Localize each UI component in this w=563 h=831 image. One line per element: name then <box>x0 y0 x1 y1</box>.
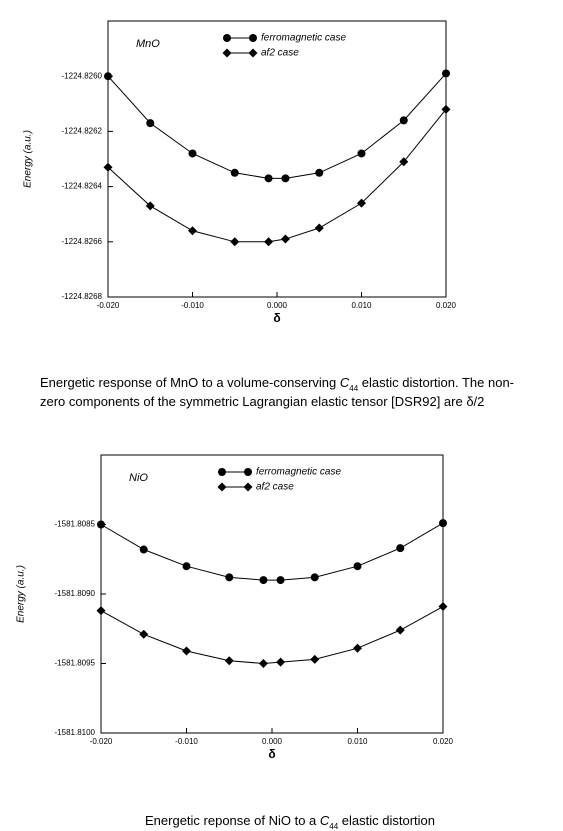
marker-diamond <box>224 656 234 666</box>
y-tick-label: -1224.8260 <box>62 71 103 80</box>
legend-marker <box>222 48 232 58</box>
marker-circle <box>315 168 324 177</box>
plot-frame <box>100 454 444 734</box>
marker-circle <box>104 72 112 81</box>
series-line <box>107 73 447 179</box>
marker-circle <box>225 573 234 582</box>
x-axis-label: δ <box>273 311 280 325</box>
marker-circle <box>439 519 447 528</box>
marker-diamond <box>258 659 268 668</box>
x-tick-label: -0.010 <box>175 737 198 746</box>
marker-circle <box>97 520 105 529</box>
y-tick-label: -1581.8095 <box>55 659 96 668</box>
marker-diamond <box>188 226 197 236</box>
marker-diamond <box>264 237 274 247</box>
marker-diamond <box>280 234 290 244</box>
marker-circle <box>357 149 366 158</box>
legend-label: ferromagnetic case <box>256 467 341 478</box>
caption-part: elastic distortion. The non- <box>358 375 514 390</box>
caption-part: C <box>340 375 350 390</box>
series-line <box>107 109 447 243</box>
legend-label: af2 case <box>261 48 299 59</box>
caption: Energetic response of MnO to a volume-co… <box>40 375 514 392</box>
marker-diamond <box>230 237 240 247</box>
caption-part: 44 <box>349 384 358 393</box>
series-line <box>100 606 444 665</box>
marker-diamond <box>314 223 324 233</box>
legend-marker <box>249 34 257 42</box>
marker-diamond <box>96 606 106 616</box>
caption-part: zero components of the symmetric Lagrang… <box>40 394 484 409</box>
marker-circle <box>310 573 319 582</box>
marker-circle <box>139 545 148 554</box>
caption-part: Energetic reponse of NiO to a <box>145 813 320 828</box>
chart-title: MnO <box>136 38 160 50</box>
chart-title: NiO <box>129 472 148 484</box>
x-tick-label: 0.000 <box>262 737 283 746</box>
legend-marker <box>217 482 227 492</box>
y-tick-label: -1224.8268 <box>62 292 103 301</box>
marker-diamond <box>182 646 191 656</box>
y-axis-label: Energy (a.u.) <box>16 565 27 623</box>
marker-diamond <box>438 602 448 612</box>
x-axis-label: δ <box>268 747 275 761</box>
x-tick-label: 0.000 <box>267 301 288 310</box>
legend-marker <box>243 482 253 492</box>
legend-marker <box>218 468 226 476</box>
marker-circle <box>188 149 197 158</box>
marker-diamond <box>103 162 113 172</box>
x-tick-label: 0.020 <box>436 301 457 310</box>
y-tick-label: -1224.8262 <box>62 127 103 136</box>
caption: Energetic reponse of NiO to a C44 elasti… <box>145 813 435 830</box>
caption-part: C <box>320 813 330 828</box>
marker-circle <box>146 119 155 128</box>
legend-label: ferromagnetic case <box>261 33 346 44</box>
y-tick-label: -1581.8085 <box>55 520 96 529</box>
marker-diamond <box>399 157 409 167</box>
marker-diamond <box>276 657 286 667</box>
marker-diamond <box>395 625 405 635</box>
legend-marker <box>244 468 252 476</box>
marker-circle <box>281 174 290 183</box>
marker-diamond <box>310 654 320 664</box>
legend-marker <box>223 34 231 42</box>
series-line <box>100 522 444 581</box>
x-tick-label: 0.020 <box>433 737 454 746</box>
caption-part: Energetic response of MnO to a volume-co… <box>40 375 340 390</box>
y-axis-label: Energy (a.u.) <box>23 130 34 188</box>
legend-label: af2 case <box>256 482 294 493</box>
marker-diamond <box>139 629 149 639</box>
marker-diamond <box>357 198 366 208</box>
marker-circle <box>264 174 273 183</box>
caption: zero components of the symmetric Lagrang… <box>40 394 484 409</box>
marker-circle <box>396 544 405 553</box>
y-tick-label: -1581.8090 <box>55 589 96 598</box>
marker-circle <box>353 562 362 571</box>
y-tick-label: -1224.8264 <box>62 182 103 191</box>
marker-diamond <box>353 643 362 653</box>
x-tick-label: -0.020 <box>97 301 120 310</box>
x-tick-label: 0.010 <box>351 301 372 310</box>
x-tick-label: -0.020 <box>90 737 113 746</box>
legend-marker <box>248 48 258 58</box>
x-tick-label: -0.010 <box>181 301 204 310</box>
marker-diamond <box>441 104 451 114</box>
y-tick-label: -1581.8100 <box>55 728 96 737</box>
marker-circle <box>259 576 268 585</box>
caption-part: 44 <box>329 822 338 831</box>
marker-diamond <box>145 201 155 211</box>
marker-circle <box>230 168 239 177</box>
x-tick-label: 0.010 <box>347 737 368 746</box>
marker-circle <box>182 562 191 571</box>
marker-circle <box>442 69 450 78</box>
plot-frame <box>107 20 447 298</box>
y-tick-label: -1224.8266 <box>62 237 103 246</box>
marker-circle <box>399 116 408 125</box>
marker-circle <box>276 576 285 585</box>
caption-part: elastic distortion <box>338 813 435 828</box>
